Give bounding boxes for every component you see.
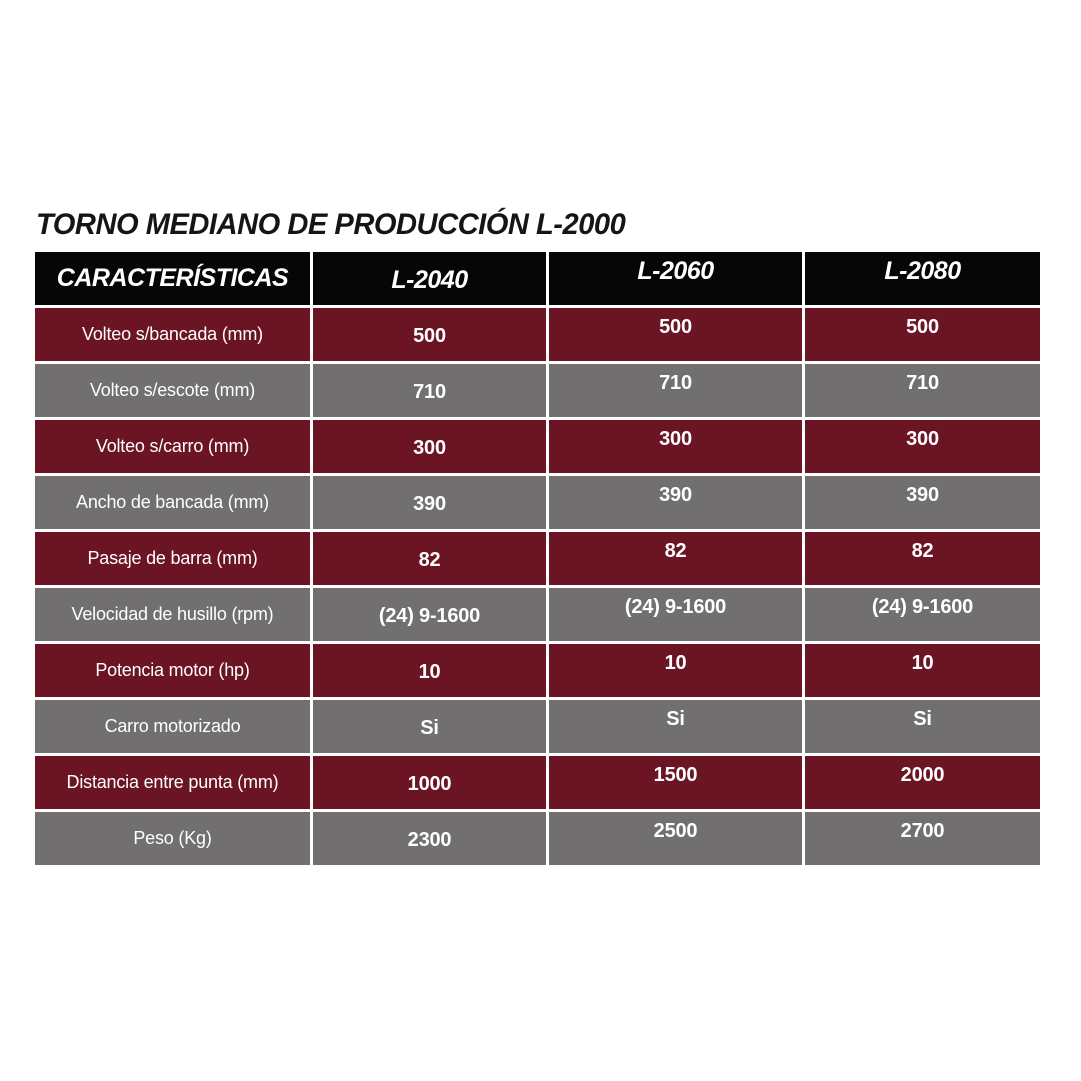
value-text: 2700: [900, 820, 945, 842]
row-value: 82: [549, 532, 802, 585]
row-label: Volteo s/escote (mm): [35, 364, 310, 417]
row-label: Carro motorizado: [35, 700, 310, 753]
row-value: Si: [549, 700, 802, 753]
value-text: 710: [659, 372, 692, 394]
row-label: Ancho de bancada (mm): [35, 476, 310, 529]
value-text: (24) 9-1600: [378, 605, 481, 627]
row-value: 500: [805, 308, 1040, 361]
spec-table-body: Volteo s/bancada (mm) 500 500 500 Volteo s/e…: [35, 308, 1040, 865]
value-text: 82: [418, 549, 441, 571]
row-label: Volteo s/bancada (mm): [35, 308, 310, 361]
row-value: (24) 9-1600: [313, 588, 546, 641]
value-text: 390: [659, 484, 692, 506]
value-text: 10: [418, 661, 441, 683]
value-text: 82: [664, 540, 687, 562]
row-value: 300: [549, 420, 802, 473]
value-text: (24) 9-1600: [871, 596, 974, 618]
row-value: 10: [313, 644, 546, 697]
row-label: Volteo s/carro (mm): [35, 420, 310, 473]
row-value: 500: [313, 308, 546, 361]
row-value: (24) 9-1600: [805, 588, 1040, 641]
row-value: 2700: [805, 812, 1040, 865]
row-label: Peso (Kg): [35, 812, 310, 865]
row-value: Si: [805, 700, 1040, 753]
value-text: 2300: [407, 829, 452, 851]
row-label: Distancia entre punta (mm): [35, 756, 310, 809]
row-value: 10: [549, 644, 802, 697]
row-value: 500: [549, 308, 802, 361]
value-text: 82: [911, 540, 934, 562]
row-value: 2500: [549, 812, 802, 865]
table-row: Peso (Kg) 2300 2500 2700: [35, 812, 1040, 865]
value-text: 10: [664, 652, 687, 674]
row-value: 390: [313, 476, 546, 529]
header-row: CARACTERÍSTICAS L-2040 L-2060 L-2080: [35, 252, 1040, 305]
spec-table: CARACTERÍSTICAS L-2040 L-2060 L-2080 Vol…: [32, 249, 1043, 868]
row-label: Potencia motor (hp): [35, 644, 310, 697]
value-text: 10: [911, 652, 934, 674]
row-value: 1500: [549, 756, 802, 809]
row-label: Velocidad de husillo (rpm): [35, 588, 310, 641]
row-value: Si: [313, 700, 546, 753]
row-value: 2000: [805, 756, 1040, 809]
value-text: 300: [413, 437, 446, 459]
value-text: (24) 9-1600: [624, 596, 727, 618]
value-text: 1000: [407, 773, 452, 795]
table-row: Carro motorizado Si Si Si: [35, 700, 1040, 753]
table-row: Potencia motor (hp) 10 10 10: [35, 644, 1040, 697]
header-caracteristicas: CARACTERÍSTICAS: [35, 252, 310, 305]
value-text: 2000: [900, 764, 945, 786]
row-value: 710: [805, 364, 1040, 417]
header-label: L-2060: [637, 257, 714, 285]
row-value: 390: [805, 476, 1040, 529]
row-value: 1000: [313, 756, 546, 809]
value-text: 300: [906, 428, 939, 450]
value-text: 710: [906, 372, 939, 394]
row-value: 10: [805, 644, 1040, 697]
table-row: Volteo s/escote (mm) 710 710 710: [35, 364, 1040, 417]
value-text: 300: [659, 428, 692, 450]
value-text: 500: [906, 316, 939, 338]
table-row: Volteo s/carro (mm) 300 300 300: [35, 420, 1040, 473]
row-value: 82: [313, 532, 546, 585]
header-l2060: L-2060: [549, 252, 802, 305]
value-text: 390: [906, 484, 939, 506]
value-text: 390: [413, 493, 446, 515]
row-label: Pasaje de barra (mm): [35, 532, 310, 585]
row-value: 82: [805, 532, 1040, 585]
row-value: 2300: [313, 812, 546, 865]
table-row: Pasaje de barra (mm) 82 82 82: [35, 532, 1040, 585]
spec-table-header: CARACTERÍSTICAS L-2040 L-2060 L-2080: [35, 252, 1040, 305]
header-label: L-2080: [884, 257, 961, 285]
value-text: 500: [659, 316, 692, 338]
value-text: Si: [420, 717, 439, 739]
value-text: 710: [413, 381, 446, 403]
value-text: 1500: [653, 764, 698, 786]
value-text: Si: [913, 708, 932, 730]
row-value: 300: [805, 420, 1040, 473]
value-text: 2500: [653, 820, 698, 842]
table-row: Distancia entre punta (mm) 1000 1500 2000: [35, 756, 1040, 809]
page-title: TORNO MEDIANO DE PRODUCCIÓN L-2000: [36, 208, 626, 241]
header-l2040: L-2040: [313, 252, 546, 305]
table-row: Velocidad de husillo (rpm) (24) 9-1600 (24…: [35, 588, 1040, 641]
row-value: 710: [313, 364, 546, 417]
value-text: 500: [413, 325, 446, 347]
row-value: 300: [313, 420, 546, 473]
header-label: L-2040: [391, 266, 468, 294]
value-text: Si: [666, 708, 685, 730]
header-l2080: L-2080: [805, 252, 1040, 305]
header-label: CARACTERÍSTICAS: [56, 264, 289, 292]
table-row: Ancho de bancada (mm) 390 390 390: [35, 476, 1040, 529]
row-value: 710: [549, 364, 802, 417]
row-value: 390: [549, 476, 802, 529]
table-row: Volteo s/bancada (mm) 500 500 500: [35, 308, 1040, 361]
row-value: (24) 9-1600: [549, 588, 802, 641]
